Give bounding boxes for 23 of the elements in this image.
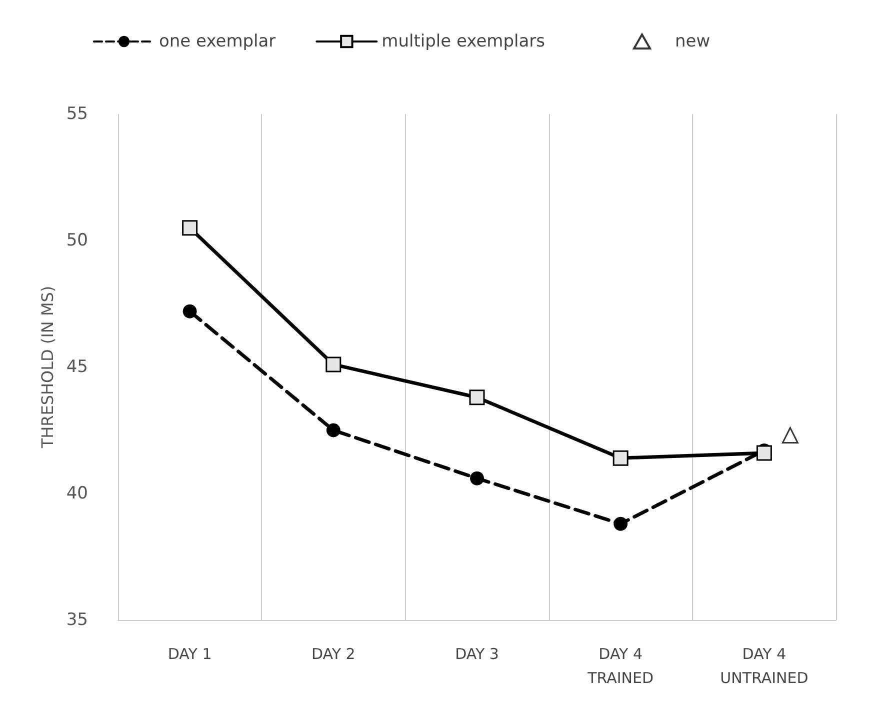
legend-label: one exemplar <box>159 32 276 52</box>
point <box>756 445 772 461</box>
y-tick-label: 35 <box>66 610 88 630</box>
x-tick-label: DAY 2 <box>311 645 356 663</box>
point <box>614 516 628 531</box>
y-tick-label: 50 <box>66 230 88 250</box>
point <box>612 450 628 466</box>
y-axis-title: THRESHOLD (IN MS) <box>38 286 57 450</box>
x-tick-label: DAY 4 UNTRAINED <box>720 645 808 687</box>
y-tick-label: 55 <box>66 104 88 124</box>
x-tick-label: DAY 4 TRAINED <box>586 645 654 687</box>
point <box>470 471 484 486</box>
point <box>182 304 197 318</box>
y-tick-label: 45 <box>66 357 88 377</box>
legend-label: new <box>675 32 710 52</box>
legend-label: multiple exemplars <box>382 32 546 52</box>
point <box>326 356 342 372</box>
point <box>469 390 485 406</box>
x-tick-label: DAY 3 <box>455 645 499 663</box>
x-tick-label: DAY 1 <box>168 645 212 663</box>
point <box>182 220 198 236</box>
y-tick-label: 40 <box>66 484 88 504</box>
point <box>326 423 340 438</box>
